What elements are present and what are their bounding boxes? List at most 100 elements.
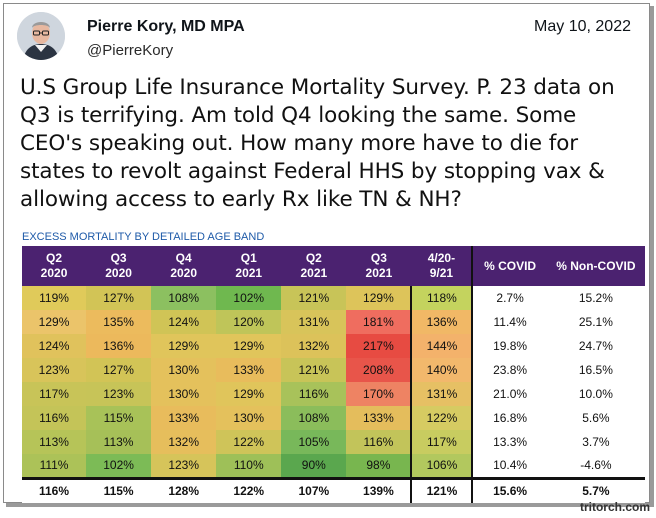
non-covid-share-cell: -4.6% <box>546 454 645 478</box>
column-header-line-1: Q3 <box>110 251 127 265</box>
excess-mortality-cell: 129% <box>346 286 412 310</box>
column-header-line-1: % Non-COVID <box>556 258 636 273</box>
total-cell: 128% <box>151 476 217 503</box>
covid-share-cell: 11.4% <box>472 310 547 334</box>
excess-mortality-cell: 117% <box>410 430 474 454</box>
non-covid-share-cell: 3.7% <box>546 430 645 454</box>
total-cell: 5.7% <box>546 476 645 503</box>
excess-mortality-cell: 113% <box>86 430 152 454</box>
excess-mortality-cell: 130% <box>151 358 217 382</box>
excess-mortality-cell: 124% <box>22 334 87 358</box>
excess-mortality-cell: 90% <box>281 454 347 478</box>
column-header-line-1: % COVID <box>484 258 537 273</box>
excess-mortality-cell: 113% <box>22 430 87 454</box>
column-header: % Non-COVID <box>546 246 645 286</box>
excess-mortality-cell: 133% <box>151 406 217 430</box>
excess-mortality-cell: 123% <box>151 454 217 478</box>
column-header-line-1: Q2 <box>46 251 63 265</box>
total-cell: 121% <box>410 476 474 503</box>
column-header-line-1: Q1 <box>240 251 257 265</box>
covid-share-cell: 13.3% <box>472 430 547 454</box>
excess-mortality-cell: 130% <box>151 382 217 406</box>
non-covid-share-cell: 25.1% <box>546 310 645 334</box>
watermark[interactable]: tritorch.com <box>579 500 650 514</box>
excess-mortality-cell: 117% <box>22 382 87 406</box>
tweet-text: U.S Group Life Insurance Mortality Surve… <box>20 75 615 212</box>
avatar[interactable] <box>17 12 65 60</box>
column-header-line-2: 2021 <box>365 266 393 280</box>
excess-mortality-cell: 129% <box>216 334 282 358</box>
excess-mortality-cell: 144% <box>410 334 474 358</box>
table-row: 113% 113% 132% 122% 105% 116% 117% 13.3% 3.7% <box>22 430 645 454</box>
total-cell: 115% <box>86 476 152 503</box>
excess-mortality-cell: 105% <box>281 430 347 454</box>
author-handle[interactable]: @PierreKory <box>87 42 174 59</box>
column-header: 4/20- 9/21 <box>411 246 474 286</box>
covid-share-cell: 10.4% <box>472 454 547 478</box>
column-header: Q3 2021 <box>346 246 412 286</box>
card-shadow-right <box>650 6 654 506</box>
table-row: 119% 127% 108% 102% 121% 129% 118% 2.7% 15.2% <box>22 286 645 310</box>
total-cell: 107% <box>281 476 347 503</box>
table-header-row: Q2 2020 Q3 2020 Q4 2020 Q1 2021 Q2 2021 Q3 2021 4/20… <box>22 246 645 286</box>
author-name[interactable]: Pierre Kory, MD MPA <box>87 18 245 35</box>
excess-mortality-cell: 116% <box>22 406 87 430</box>
column-header: Q1 2021 <box>216 246 282 286</box>
excess-mortality-cell: 123% <box>86 382 152 406</box>
excess-mortality-cell: 129% <box>216 382 282 406</box>
excess-mortality-cell: 127% <box>86 286 152 310</box>
column-header-line-2: 9/21 <box>429 266 454 280</box>
total-cell: 122% <box>216 476 282 503</box>
excess-mortality-cell: 129% <box>22 310 87 334</box>
excess-mortality-cell: 181% <box>346 310 412 334</box>
table-row: 129% 135% 124% 120% 131% 181% 136% 11.4% 25.1% <box>22 310 645 334</box>
excess-mortality-cell: 119% <box>22 286 87 310</box>
column-header-line-1: Q4 <box>175 251 192 265</box>
excess-mortality-cell: 102% <box>216 286 282 310</box>
covid-share-cell: 2.7% <box>472 286 547 310</box>
excess-mortality-cell: 102% <box>86 454 152 478</box>
table-row: 116% 115% 133% 130% 108% 133% 122% 16.8% 5.6% <box>22 406 645 430</box>
non-covid-share-cell: 10.0% <box>546 382 645 406</box>
excess-mortality-cell: 118% <box>410 286 474 310</box>
tweet-card: Pierre Kory, MD MPA @PierreKory May 10, … <box>3 3 650 503</box>
excess-mortality-cell: 170% <box>346 382 412 406</box>
excess-mortality-cell: 132% <box>281 334 347 358</box>
mortality-table: Q2 2020 Q3 2020 Q4 2020 Q1 2021 Q2 2021 Q3 2021 4/20… <box>22 246 645 503</box>
excess-mortality-cell: 116% <box>281 382 347 406</box>
excess-mortality-cell: 111% <box>22 454 87 478</box>
non-covid-share-cell: 24.7% <box>546 334 645 358</box>
excess-mortality-cell: 123% <box>22 358 87 382</box>
profile-photo <box>17 12 65 60</box>
covid-share-cell: 23.8% <box>472 358 547 382</box>
excess-mortality-cell: 115% <box>86 406 152 430</box>
excess-mortality-cell: 131% <box>410 382 474 406</box>
tweet-date[interactable]: May 10, 2022 <box>534 18 631 35</box>
excess-mortality-cell: 124% <box>151 310 217 334</box>
column-header: Q3 2020 <box>86 246 152 286</box>
excess-mortality-cell: 121% <box>281 286 347 310</box>
excess-mortality-cell: 132% <box>151 430 217 454</box>
table-row: 123% 127% 130% 133% 121% 208% 140% 23.8% 16.5% <box>22 358 645 382</box>
column-header: % COVID <box>472 246 547 286</box>
table-total-row: 116% 115% 128% 122% 107% 139% 121% 15.6% 5.7% <box>22 476 645 503</box>
column-header: Q4 2020 <box>151 246 217 286</box>
column-header: Q2 2020 <box>22 246 87 286</box>
table-caption: EXCESS MORTALITY BY DETAILED AGE BAND <box>22 231 265 243</box>
excess-mortality-cell: 131% <box>281 310 347 334</box>
excess-mortality-cell: 121% <box>281 358 347 382</box>
excess-mortality-cell: 116% <box>346 430 412 454</box>
excess-mortality-cell: 106% <box>410 454 474 478</box>
covid-share-cell: 19.8% <box>472 334 547 358</box>
excess-mortality-cell: 122% <box>216 430 282 454</box>
excess-mortality-cell: 110% <box>216 454 282 478</box>
excess-mortality-cell: 135% <box>86 310 152 334</box>
total-cell: 116% <box>22 476 87 503</box>
excess-mortality-cell: 108% <box>281 406 347 430</box>
column-header-line-2: 2020 <box>105 266 132 280</box>
excess-mortality-cell: 136% <box>86 334 152 358</box>
non-covid-share-cell: 15.2% <box>546 286 645 310</box>
column-header-line-1: Q2 <box>305 251 322 265</box>
column-header-line-2: 2021 <box>300 266 328 280</box>
excess-mortality-cell: 98% <box>346 454 412 478</box>
